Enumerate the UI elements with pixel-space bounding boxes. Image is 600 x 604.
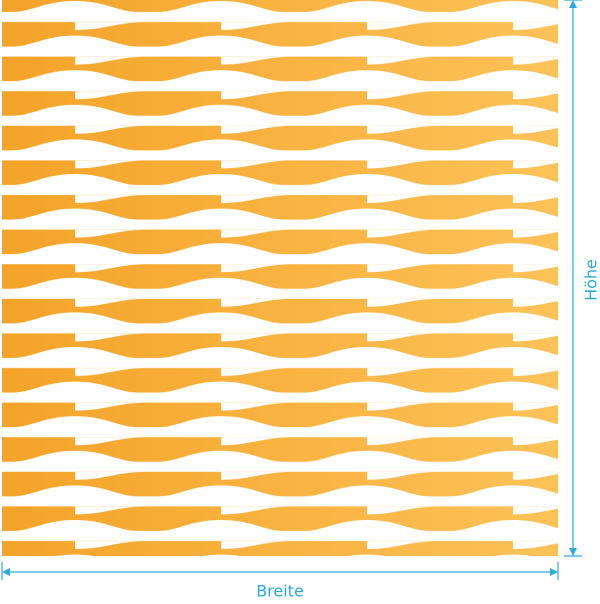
wave-slots: [2, 0, 558, 556]
height-label: Höhe: [582, 259, 600, 301]
width-label: Breite: [256, 582, 304, 601]
